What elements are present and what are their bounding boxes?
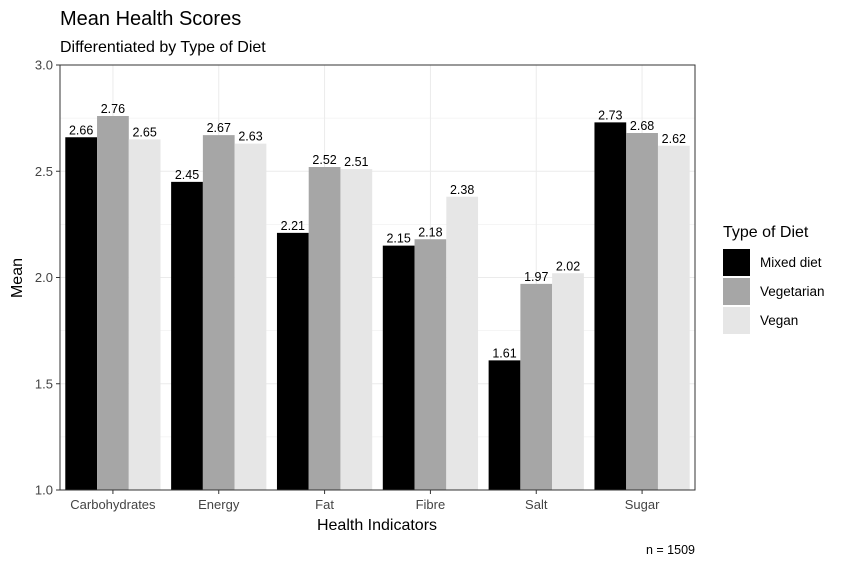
bar-fibre-vegetarian: [414, 239, 447, 490]
bar-value-label: 1.97: [524, 270, 548, 284]
y-tick-label: 2.0: [35, 270, 53, 285]
bar-sugar-mixed-diet: [594, 122, 627, 490]
bar-value-label: 2.02: [556, 259, 580, 273]
bar-fat-mixed-diet: [276, 232, 309, 490]
bar-energy-vegan: [234, 143, 267, 490]
bar-value-label: 2.63: [238, 130, 262, 144]
x-tick-label: Energy: [198, 497, 240, 512]
y-axis-title: Mean: [9, 258, 26, 298]
x-tick-label: Salt: [525, 497, 548, 512]
y-tick-label: 2.5: [35, 164, 53, 179]
bar-value-label: 2.38: [450, 183, 474, 197]
x-axis-title: Health Indicators: [317, 517, 437, 534]
x-tick-label: Sugar: [625, 497, 660, 512]
bar-salt-vegetarian: [520, 283, 553, 490]
bar-value-label: 1.61: [492, 346, 516, 360]
bar-value-label: 2.18: [418, 225, 442, 239]
caption: n = 1509: [646, 543, 695, 557]
y-tick-label: 1.0: [35, 483, 53, 498]
bar-fibre-vegan: [446, 196, 479, 490]
bar-value-label: 2.65: [132, 125, 156, 139]
bar-value-label: 2.66: [69, 123, 93, 137]
data-labels: 2.66 2.76 2.65 2.45 2.67 2.63 2.21 2.52 2.51 2.15…: [69, 102, 686, 360]
legend-swatch: [723, 278, 750, 305]
bar-sugar-vegetarian: [626, 133, 658, 490]
bar-salt-vegan: [552, 273, 584, 490]
bar-carbohydrates-vegetarian: [97, 116, 129, 490]
legend: Type of Diet Mixed diet Vegetarian Vegan: [723, 224, 825, 334]
legend-title: Type of Diet: [723, 224, 809, 241]
bar-salt-mixed-diet: [488, 360, 521, 490]
legend-swatch: [723, 249, 750, 276]
legend-label: Vegan: [760, 313, 798, 328]
bar-carbohydrates-mixed-diet: [65, 137, 98, 490]
bar-value-label: 2.45: [175, 168, 199, 182]
chart-title: Mean Health Scores: [60, 8, 241, 30]
legend-swatch: [723, 307, 750, 334]
bar-carbohydrates-vegan: [128, 139, 161, 490]
bar-value-label: 2.52: [312, 153, 336, 167]
chart-subtitle: Differentiated by Type of Diet: [60, 39, 266, 56]
bar-value-label: 2.51: [344, 155, 368, 169]
y-tick-label: 1.5: [35, 376, 53, 391]
x-tick-label: Fat: [315, 497, 334, 512]
x-tick-label: Fibre: [416, 497, 446, 512]
bar-value-label: 2.21: [281, 219, 305, 233]
bar-value-label: 2.62: [662, 132, 686, 146]
bars: [65, 116, 690, 490]
x-axis-ticks: Carbohydrates Energy Fat Fibre Salt Sugar: [70, 490, 660, 512]
bar-fat-vegan: [340, 169, 373, 490]
x-tick-label: Carbohydrates: [70, 497, 156, 512]
bar-value-label: 2.15: [386, 232, 410, 246]
bar-value-label: 2.67: [207, 121, 231, 135]
y-tick-label: 3.0: [35, 58, 53, 73]
bar-value-label: 2.76: [101, 102, 125, 116]
legend-label: Mixed diet: [760, 255, 822, 270]
bar-value-label: 2.68: [630, 119, 654, 133]
bar-fibre-mixed-diet: [382, 245, 415, 490]
bar-energy-mixed-diet: [171, 181, 203, 490]
bar-sugar-vegan: [657, 145, 690, 490]
bar-energy-vegetarian: [202, 135, 235, 490]
legend-label: Vegetarian: [760, 284, 825, 299]
y-axis-ticks: 1.0 1.5 2.0 2.5 3.0: [35, 58, 60, 498]
bar-fat-vegetarian: [308, 167, 341, 490]
bar-value-label: 2.73: [598, 108, 622, 122]
